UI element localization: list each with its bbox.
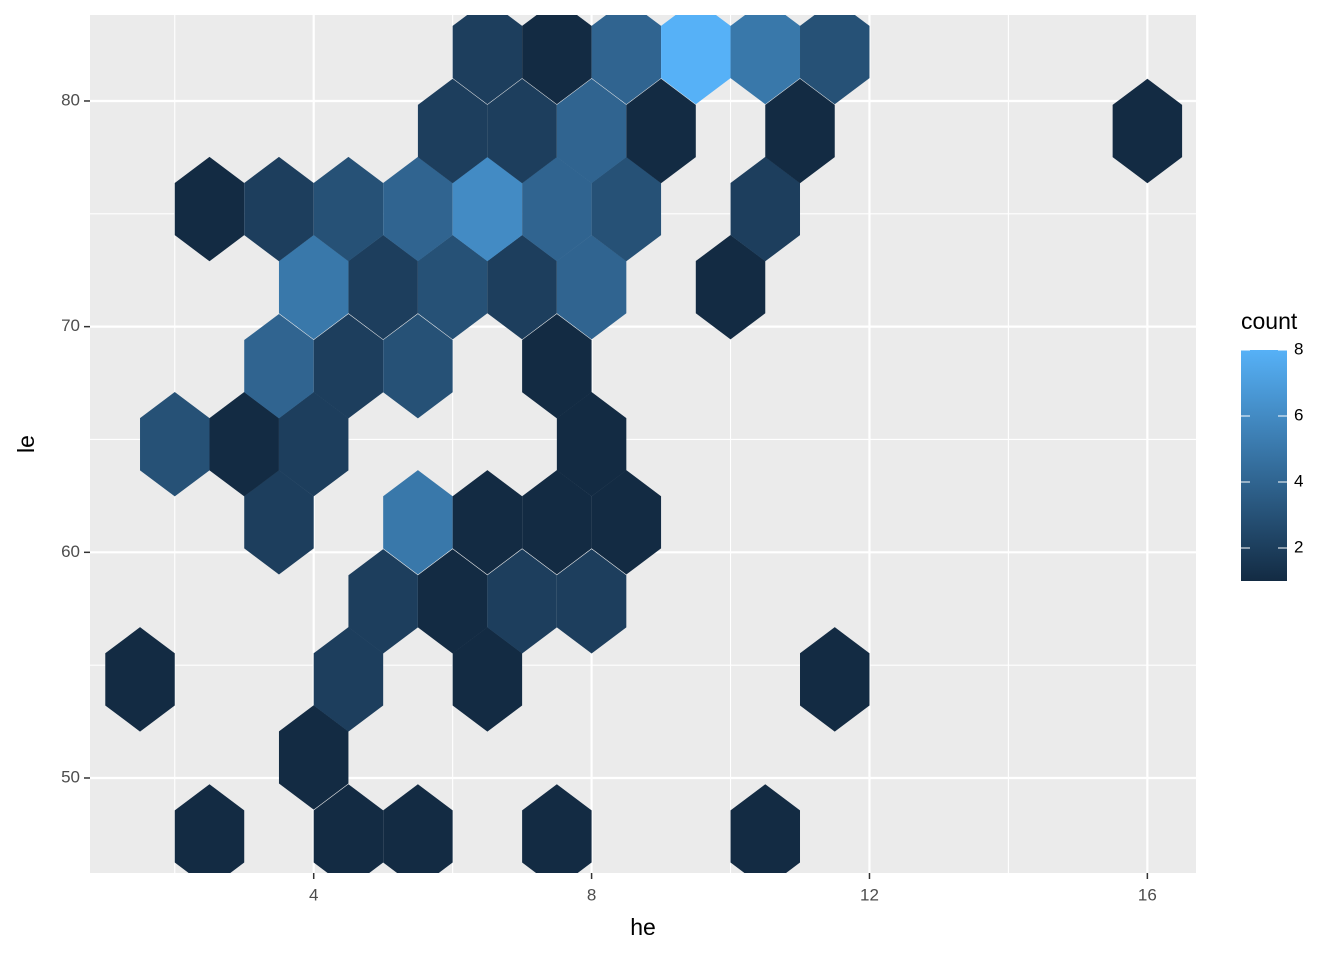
hexbin-cell [556, 78, 627, 184]
y-tick-label: 80 [61, 90, 80, 109]
hexbin-cell [417, 78, 488, 184]
hexbin-cell [730, 156, 801, 262]
hexbin-cell [313, 784, 384, 873]
legend-title: count [1241, 308, 1298, 334]
hexbin-cell [278, 705, 349, 810]
hexbin-cell [452, 627, 523, 732]
colorbar-tick-label: 2 [1294, 537, 1303, 556]
x-tick-label: 8 [587, 885, 596, 904]
hexbin-cell [730, 784, 801, 873]
hexbin-cell [556, 234, 627, 340]
y-tick-label: 50 [61, 767, 80, 786]
hexbin-cell [348, 234, 418, 340]
hexbin-cell [383, 313, 453, 419]
hexbin-cell [244, 156, 314, 262]
hexbin-cell [591, 156, 662, 262]
hexbin-cell [800, 15, 870, 105]
hexbin-cell [174, 784, 245, 873]
hexbin-cell [452, 470, 523, 575]
hexbin-cell [313, 313, 384, 419]
x-axis-title: he [630, 914, 656, 940]
hexbin-cell [383, 470, 453, 575]
colorbar-tick-label: 8 [1294, 339, 1303, 358]
hexbin-cell [556, 392, 627, 497]
hexbin-cell [244, 313, 314, 419]
hexbin-cell [522, 15, 592, 105]
hexbin-cell [730, 15, 801, 105]
hexbin-cell [383, 784, 453, 873]
hexbin-cell [348, 549, 418, 654]
hexbin-cell [765, 78, 835, 184]
hexbin-cell [417, 234, 488, 340]
hexbin-cell [522, 156, 592, 262]
hexbin-cell [313, 627, 384, 732]
hexbin-cell [313, 156, 384, 262]
hexbin-cell [278, 392, 349, 497]
hexbin-cell [174, 156, 245, 262]
y-tick-label: 60 [61, 542, 80, 561]
hexbin-cell [591, 470, 662, 575]
hexbin-cell [1112, 78, 1183, 184]
hexbin-cell [278, 234, 349, 340]
y-axis-title: le [13, 435, 39, 453]
hexbin-cell [209, 392, 279, 497]
hexbin-cell [522, 470, 592, 575]
hexbin-cell [417, 549, 488, 654]
hexbin-cell [452, 156, 523, 262]
x-tick-label: 12 [860, 885, 879, 904]
y-tick-label: 70 [61, 316, 80, 335]
hexbin-cell [556, 549, 627, 654]
colorbar-tick-label: 6 [1294, 405, 1303, 424]
hex-layer [105, 15, 1183, 873]
hexbin-cell [661, 15, 731, 105]
hexbin-cell [626, 78, 696, 184]
hexbin-cell [487, 549, 557, 654]
hexbin-cell [244, 470, 314, 575]
colorbar [1241, 350, 1287, 581]
hexbin-cell [105, 627, 175, 732]
hexbin-cell [522, 313, 592, 419]
hexbin-cell [522, 784, 592, 873]
hexbin-cell [140, 392, 210, 497]
x-tick-label: 4 [309, 885, 318, 904]
x-tick-label: 16 [1138, 885, 1157, 904]
hexbin-cell [695, 234, 766, 340]
hexbin-cell [487, 234, 557, 340]
hexbin-cell [383, 156, 453, 262]
colorbar-tick-label: 4 [1294, 471, 1303, 490]
hexbin-cell [452, 15, 523, 105]
hexbin-cell [591, 15, 662, 105]
hexbin-cell [800, 627, 870, 732]
hexbin-cell [487, 78, 557, 184]
